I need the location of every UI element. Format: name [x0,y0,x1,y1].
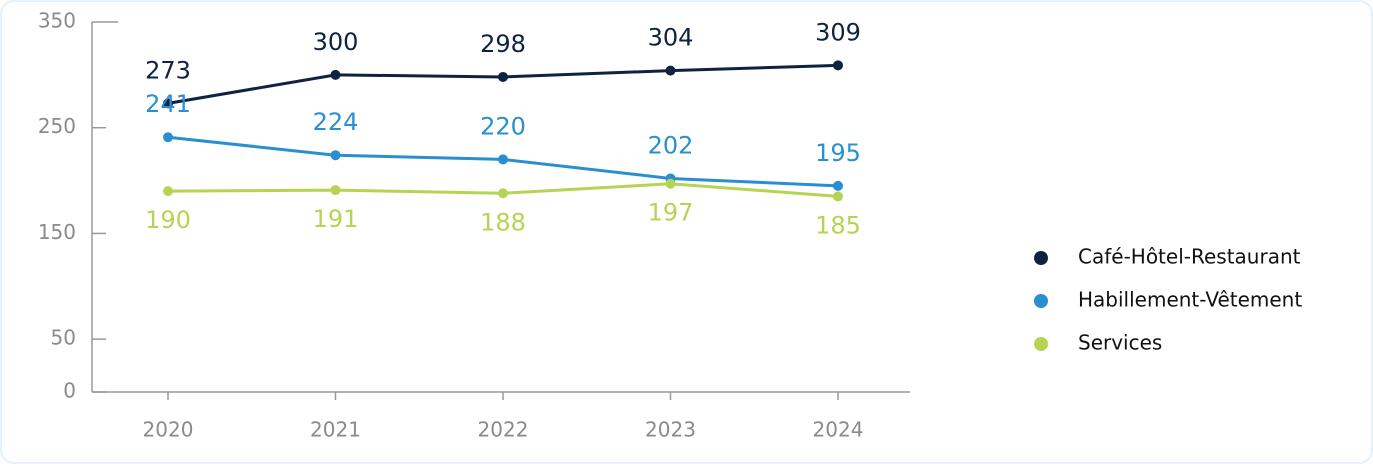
point [833,191,843,202]
data-label: 304 [648,24,694,52]
data-label: 197 [648,199,694,227]
legend-marker [1034,337,1048,351]
legend-label: Services [1078,331,1162,355]
legend-label: Café-Hôtel-Restaurant [1078,245,1301,269]
data-label: 273 [145,56,191,84]
legend-marker [1034,251,1048,265]
legend-marker [1034,294,1048,308]
data-label: 298 [480,30,526,58]
data-label: 191 [313,205,359,233]
data-label: 300 [313,28,359,56]
data-label: 309 [815,18,861,46]
data-label: 190 [145,206,191,234]
point [498,154,508,165]
data-label: 220 [480,112,526,140]
point [163,186,173,197]
point [833,60,843,71]
legend-label: Habillement-Vêtement [1078,288,1302,312]
data-label: 188 [480,208,526,236]
y-tick-label: 350 [38,9,76,33]
data-label: 195 [815,139,861,167]
point [330,69,341,80]
point [498,188,508,199]
point [163,98,173,109]
x-tick-label: 2021 [310,418,361,442]
point [163,132,173,143]
y-tick-label: 50 [51,326,76,350]
point [330,150,341,161]
x-tick-label: 2020 [143,418,194,442]
data-label: 185 [815,211,861,239]
series-line [167,63,839,105]
point [498,71,508,82]
y-tick-label: 250 [38,114,76,138]
y-tick-label: 150 [38,220,76,244]
data-label: 241 [145,90,191,118]
point [665,178,676,189]
data-label: 224 [313,108,359,136]
x-tick-label: 2022 [478,418,529,442]
x-tick-label: 2024 [813,418,864,442]
y-tick-label: 0 [63,379,76,403]
point [665,65,676,76]
x-tick-label: 2023 [645,418,696,442]
data-label: 202 [648,131,694,159]
point [833,180,843,191]
point [330,185,341,196]
